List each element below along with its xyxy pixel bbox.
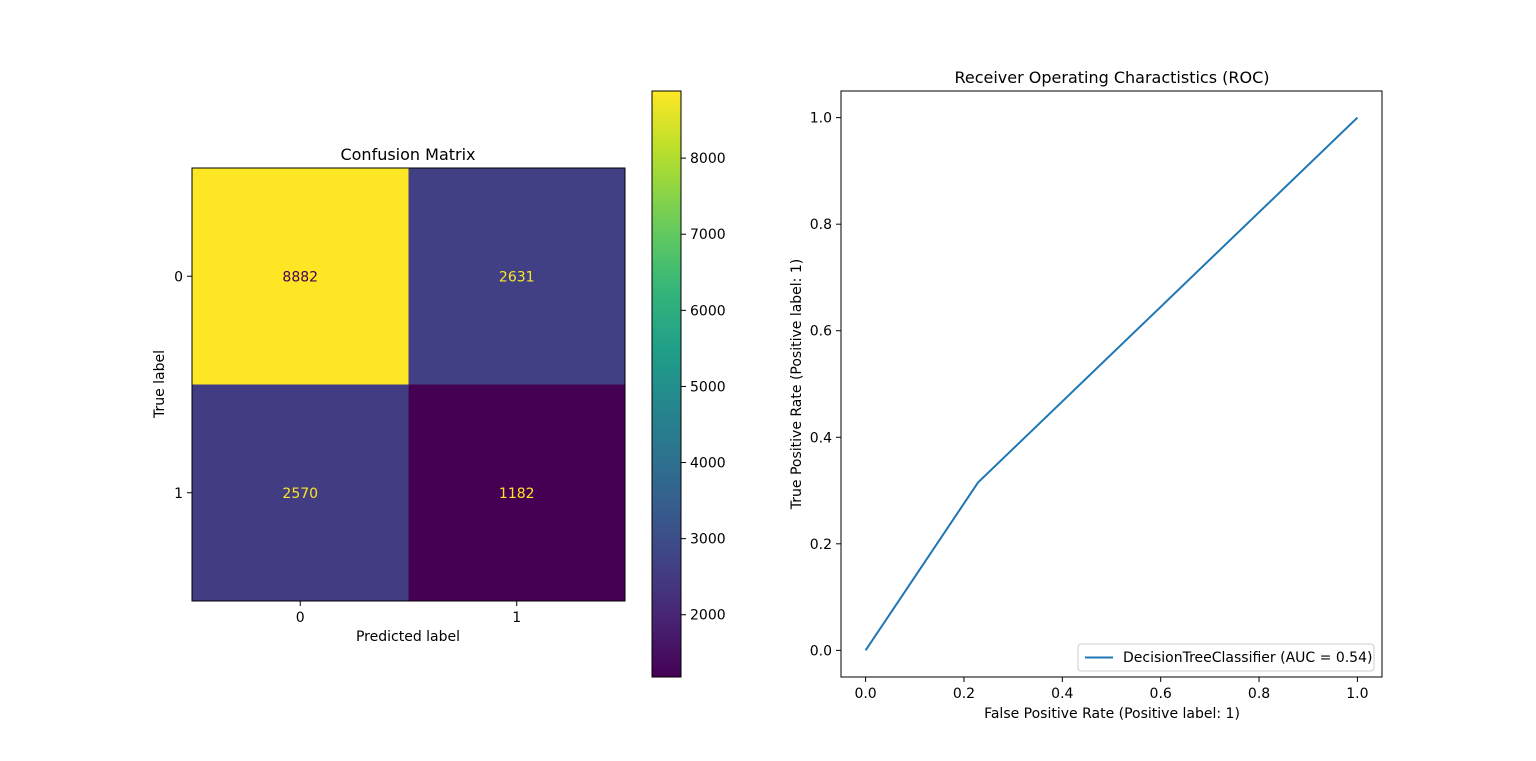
roc-x-tick-label: 0.0 (854, 686, 876, 702)
colorbar-frame (651, 90, 682, 678)
roc-y-tick-label: 0.2 (810, 537, 832, 553)
cm-cell-value: 1182 (499, 486, 535, 502)
colorbar-tick-label: 6000 (690, 303, 726, 319)
cm-ylabel: True label (152, 350, 168, 419)
roc-lines (864, 116, 1359, 651)
cm-xlabel: Predicted label (356, 629, 460, 645)
legend-label: DecisionTreeClassifier (AUC = 0.54) (1123, 650, 1372, 666)
colorbar-tick-label: 3000 (690, 532, 726, 548)
roc-panel: Receiver Operating Charactistics (ROC) 0… (789, 68, 1383, 722)
roc-y-tick-label: 0.6 (810, 324, 832, 340)
colorbar-tick-label: 4000 (690, 456, 726, 472)
legend-box (1077, 643, 1375, 672)
cm-cell (192, 168, 409, 385)
colorbar-tick-label: 7000 (690, 227, 726, 243)
roc-xlabel: False Positive Rate (Positive label: 1) (984, 706, 1240, 722)
roc-x-tick-label: 0.4 (1051, 686, 1073, 702)
roc-ylabel: True Positive Rate (Positive label: 1) (789, 259, 805, 510)
roc-legend: DecisionTreeClassifier (AUC = 0.54) (1077, 643, 1375, 672)
cm-cell-value: 8882 (282, 269, 318, 285)
colorbar-tick-label: 5000 (690, 379, 726, 395)
colorbar-tick-label: 8000 (690, 151, 726, 167)
cm-y-tick-label: 1 (174, 486, 183, 502)
cm-cell-value: 2631 (499, 269, 535, 285)
roc-x-tick-label: 0.8 (1248, 686, 1270, 702)
cm-cell (192, 384, 409, 601)
roc-y-tick-label: 0.4 (810, 430, 832, 446)
roc-y-tick-label: 0.0 (810, 643, 832, 659)
roc-y-tick-label: 0.8 (810, 217, 832, 233)
roc-frame (840, 90, 1383, 678)
roc-x-tick-label: 0.2 (953, 686, 975, 702)
colorbar-tick-label: 2000 (690, 608, 726, 624)
roc-x-tick-label: 0.6 (1150, 686, 1172, 702)
cm-x-tick-label: 0 (296, 610, 305, 626)
cm-cell (408, 384, 625, 601)
cm-cell (408, 168, 625, 385)
roc-title: Receiver Operating Charactistics (ROC) (954, 68, 1269, 87)
roc-y-tick-label: 1.0 (810, 111, 832, 127)
cm-title: Confusion Matrix (340, 145, 475, 164)
roc-x-ticks: 0.0 0.2 0.4 0.6 0.8 1.0 (854, 677, 1369, 702)
cm-cell-value: 2570 (282, 486, 318, 502)
cm-y-tick-label: 0 (174, 269, 183, 285)
cm-frame (191, 167, 626, 602)
cm-x-tick-label: 1 (512, 610, 521, 626)
cm-y-ticks: 01 (174, 269, 192, 502)
roc-series-line (864, 116, 1359, 651)
cm-cells: 8882 2631 2570 1182 (192, 168, 625, 601)
colorbar: 2000 3000 4000 5000 6000 7000 8000 (651, 90, 726, 678)
colorbar-gradient (652, 91, 681, 677)
roc-y-ticks: 0.0 0.2 0.4 0.6 0.8 1.0 (810, 111, 841, 659)
roc-x-tick-label: 1.0 (1346, 686, 1368, 702)
colorbar-ticks: 2000 3000 4000 5000 6000 7000 8000 (681, 151, 726, 624)
